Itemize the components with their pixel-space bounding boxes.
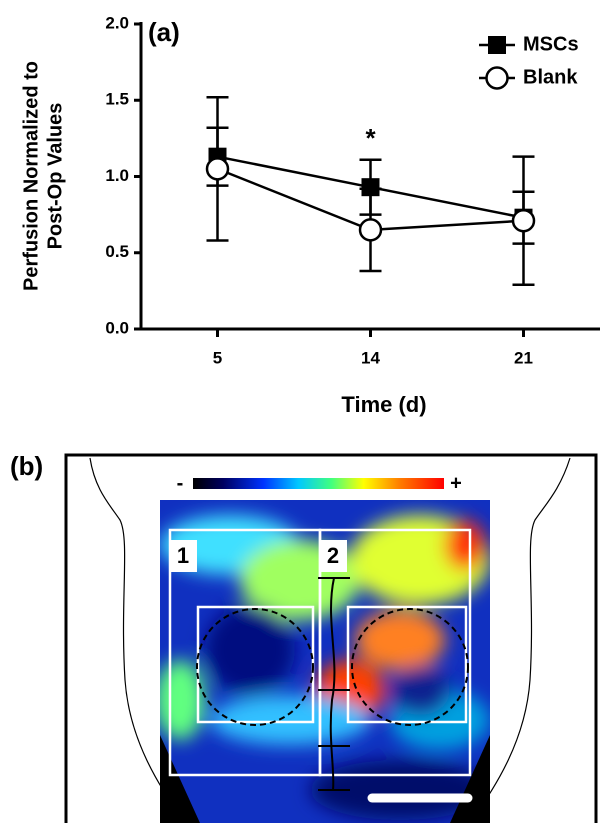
suture-line [329, 577, 336, 791]
marker [361, 178, 380, 197]
body-outline [89, 457, 186, 823]
x-tick-label: 14 [361, 348, 380, 367]
region-label: 2 [327, 543, 339, 568]
y-tick-label: 2.0 [105, 13, 129, 32]
region-box [318, 528, 472, 777]
annotation: * [365, 123, 376, 153]
marker [358, 218, 383, 242]
implant-circle [196, 608, 314, 726]
x-axis-title: Time (d) [341, 392, 426, 417]
y-tick-label: 0.0 [105, 318, 129, 337]
implant-circle [351, 608, 469, 726]
colorbar-label: + [450, 472, 462, 494]
panel-label: (b) [10, 451, 43, 481]
roi-box [346, 605, 468, 724]
legend-marker [485, 66, 509, 90]
legend-marker [488, 36, 506, 54]
suture-ticks [318, 577, 350, 791]
legend-label: MSCs [523, 33, 579, 55]
region-label-bg [320, 540, 347, 572]
image-frame [64, 453, 598, 823]
y-axis-title: Post-Op Values [44, 103, 66, 250]
marker [205, 157, 230, 181]
panel-b: (b) - + 1 2 [10, 451, 598, 823]
x-tick-label: 21 [514, 348, 533, 367]
y-tick-label: 0.5 [105, 242, 129, 261]
y-tick-label: 1.5 [105, 90, 129, 109]
y-tick-label: 1.0 [105, 166, 129, 185]
x-tick-label: 5 [213, 348, 222, 367]
marker [511, 208, 536, 233]
body-outline [469, 457, 571, 823]
chart-a: (a) Time (d) Perfusion Normalized to Pos… [20, 13, 600, 417]
y-axis-title: Perfusion Normalized to [20, 61, 42, 291]
region-label-bg [170, 540, 197, 572]
colorbar [193, 478, 444, 489]
region-label: 1 [177, 543, 189, 568]
panel-label: (a) [148, 17, 180, 47]
colorbar-label: - [177, 472, 184, 494]
legend-label: Blank [523, 66, 578, 88]
